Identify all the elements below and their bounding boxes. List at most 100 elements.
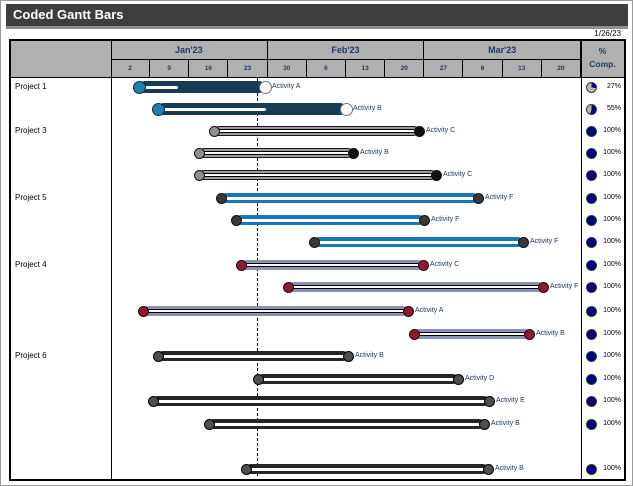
week-tick-label: 9 [150, 60, 190, 78]
bar-start-cap [235, 259, 247, 271]
percent-value: 100% [603, 261, 621, 268]
percent-value: 100% [603, 330, 621, 337]
percent-value: 100% [603, 194, 621, 201]
activity-label: Activity C [426, 127, 456, 134]
week-tick-label: 16 [189, 60, 229, 78]
bar-end-cap [339, 102, 353, 116]
activity-label: Activity D [465, 375, 495, 382]
percent-pie-icon [586, 373, 597, 385]
percent-pie-icon [586, 418, 597, 430]
activity-label: Activity F [485, 194, 514, 201]
percent-value: 100% [603, 352, 621, 359]
bar-end-cap [523, 328, 535, 340]
percent-value: 100% [603, 216, 621, 223]
percent-pie-icon [586, 350, 597, 362]
project-label: Project 1 [15, 82, 47, 91]
bar-start-cap [308, 236, 320, 248]
activity-label: Activity E [496, 397, 525, 404]
activity-label: Activity B [495, 465, 524, 472]
bar-start-cap [193, 169, 205, 181]
percent-pie-icon [586, 328, 597, 340]
bar-end-cap [342, 350, 354, 362]
gantt-bar[interactable] [139, 81, 265, 93]
status-date-line [257, 78, 258, 476]
bar-fill-stripe [250, 467, 484, 471]
percent-pie-icon [586, 147, 597, 159]
bar-fill-stripe [245, 263, 419, 267]
bar-end-cap [417, 259, 429, 271]
percent-value: 100% [603, 149, 621, 156]
week-tick-label: 6 [307, 60, 346, 78]
activity-label: Activity B [355, 352, 384, 359]
percent-value: 100% [603, 127, 621, 134]
bar-end-cap [472, 192, 484, 204]
percent-complete-header: % Comp. [581, 41, 624, 78]
activity-label: Activity B [360, 149, 389, 156]
percent-pie-icon [586, 169, 597, 181]
report-title-bar: Coded Gantt Bars [6, 4, 628, 29]
bar-end-cap [402, 305, 414, 317]
activity-label: Activity F [550, 283, 579, 290]
percent-pie-icon [586, 259, 597, 271]
bar-start-cap [240, 463, 252, 475]
percent-value: 100% [603, 283, 621, 290]
bar-start-cap [252, 373, 264, 385]
progress-stripe [144, 85, 179, 89]
percent-header-line1: % [598, 46, 607, 56]
bar-fill-stripe [213, 422, 480, 426]
bar-end-cap [483, 395, 495, 407]
bar-fill-stripe [225, 196, 474, 200]
bar-start-cap [230, 214, 242, 226]
percent-pie-icon [586, 395, 597, 407]
percent-pie-icon [586, 192, 597, 204]
bar-fill-stripe [218, 129, 415, 133]
progress-stripe [163, 107, 267, 111]
week-tick-label: 20 [542, 60, 581, 78]
month-header-cell: Mar'23 [424, 41, 581, 60]
percent-value: 100% [603, 238, 621, 245]
activity-label: Activity C [430, 261, 460, 268]
project-column-divider [111, 41, 112, 479]
activity-label: Activity F [431, 216, 460, 223]
bar-fill-stripe [262, 377, 454, 381]
percent-value: 100% [603, 375, 621, 382]
project-label: Project 6 [15, 351, 47, 360]
activity-label: Activity B [353, 105, 382, 112]
bar-start-cap [147, 395, 159, 407]
bar-end-cap [517, 236, 529, 248]
percent-value: 100% [603, 307, 621, 314]
percent-value: 27% [606, 83, 621, 90]
week-tick-label: 13 [503, 60, 542, 78]
percent-value: 100% [603, 397, 621, 404]
activity-label: Activity F [530, 238, 559, 245]
week-tick-label: 13 [346, 60, 386, 78]
percent-pie-icon [586, 236, 597, 248]
bar-fill-stripe [162, 354, 344, 358]
percent-pie-icon [586, 281, 597, 293]
week-tick-label: 30 [268, 60, 307, 78]
bar-end-cap [258, 80, 272, 94]
activity-label: Activity B [491, 420, 520, 427]
bar-end-cap [478, 418, 490, 430]
timeline-header: Jan'23 Feb'23 Mar'23 2 9 16 23 30 6 13 20 27 6 13 20 … [11, 41, 624, 78]
gantt-table: Jan'23 Feb'23 Mar'23 2 9 16 23 30 6 13 20 27 6 13 20 … [9, 39, 626, 481]
week-tick-label: 20 [385, 60, 425, 78]
bar-fill-stripe [203, 151, 349, 155]
bar-end-cap [452, 373, 464, 385]
bar-end-cap [347, 147, 359, 159]
bar-start-cap [215, 192, 227, 204]
week-tick-label: 6 [464, 60, 503, 78]
week-tick-label: 27 [424, 60, 464, 78]
bar-fill-stripe [292, 285, 539, 289]
percent-pie-icon [586, 305, 597, 317]
bar-fill-stripe [240, 218, 420, 222]
percent-value: 100% [603, 420, 621, 427]
bar-fill-stripe [157, 399, 485, 403]
percent-pie-icon [586, 214, 597, 226]
bar-start-cap [193, 147, 205, 159]
activity-label: Activity A [415, 307, 444, 314]
percent-header-line2: Comp. [589, 59, 616, 69]
percent-value: 55% [606, 105, 621, 112]
report-date: 1/26/23 [594, 29, 621, 38]
